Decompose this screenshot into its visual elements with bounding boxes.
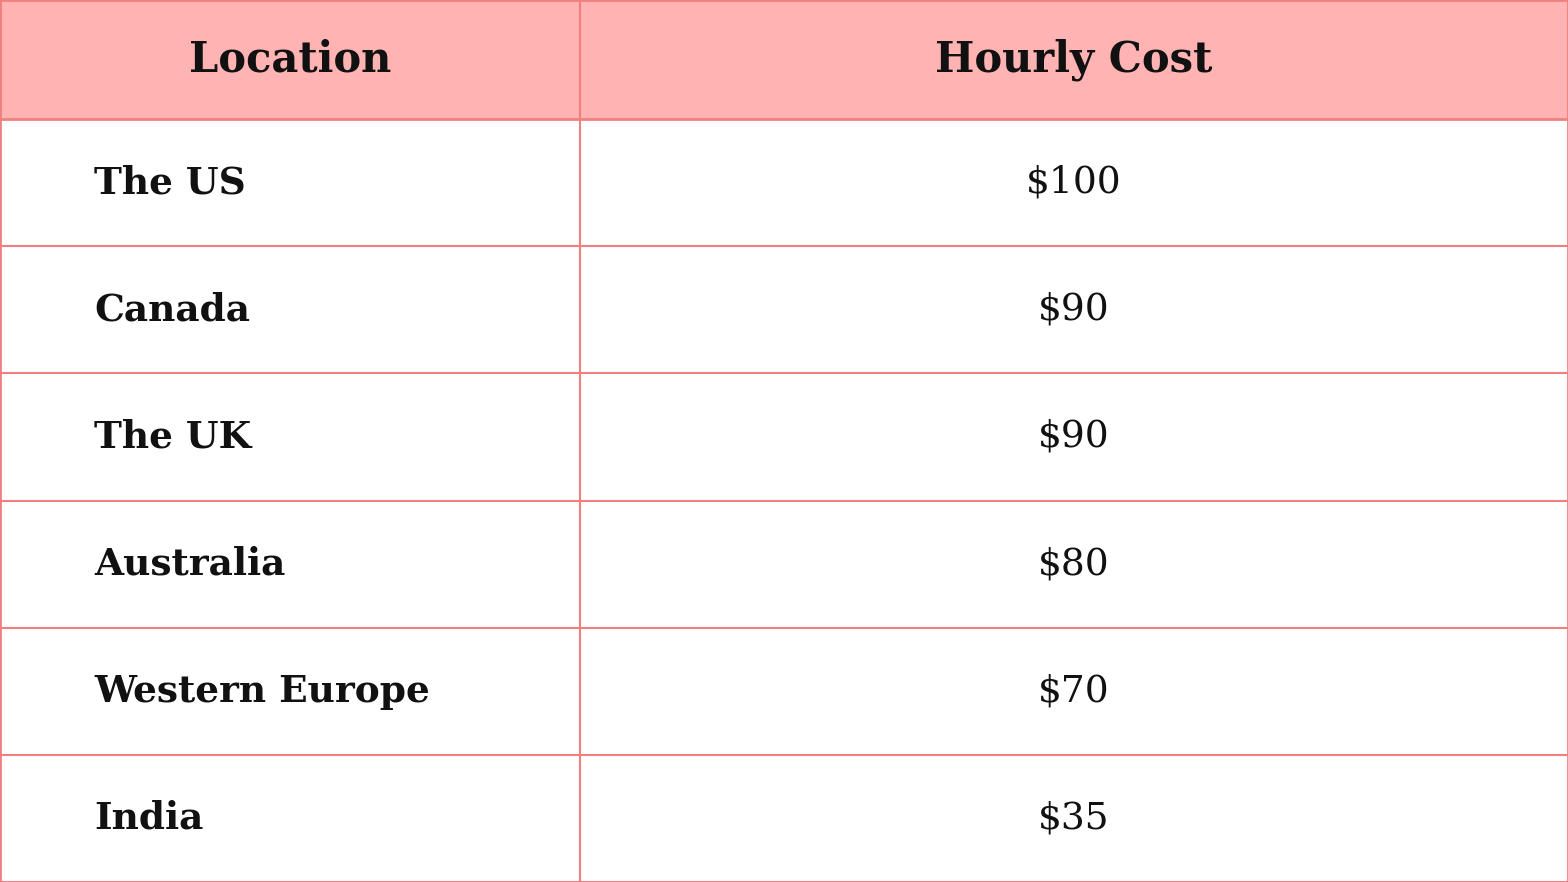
FancyBboxPatch shape (0, 246, 580, 373)
FancyBboxPatch shape (580, 119, 1568, 246)
Text: $80: $80 (1038, 546, 1110, 582)
FancyBboxPatch shape (0, 755, 580, 882)
FancyBboxPatch shape (580, 373, 1568, 501)
Text: The UK: The UK (94, 418, 251, 455)
Text: Western Europe: Western Europe (94, 673, 430, 710)
Text: Australia: Australia (94, 546, 285, 583)
FancyBboxPatch shape (0, 501, 580, 628)
FancyBboxPatch shape (580, 501, 1568, 628)
Text: $70: $70 (1038, 673, 1110, 709)
Text: $90: $90 (1038, 419, 1110, 455)
Text: $35: $35 (1038, 801, 1110, 836)
Text: Location: Location (188, 39, 392, 80)
FancyBboxPatch shape (0, 0, 580, 119)
Text: The US: The US (94, 164, 246, 201)
Text: $90: $90 (1038, 292, 1110, 328)
FancyBboxPatch shape (580, 0, 1568, 119)
FancyBboxPatch shape (580, 246, 1568, 373)
Text: $100: $100 (1027, 165, 1121, 200)
FancyBboxPatch shape (0, 119, 580, 246)
FancyBboxPatch shape (0, 628, 580, 755)
FancyBboxPatch shape (580, 755, 1568, 882)
FancyBboxPatch shape (0, 373, 580, 501)
FancyBboxPatch shape (580, 628, 1568, 755)
Text: India: India (94, 800, 204, 837)
Text: Hourly Cost: Hourly Cost (936, 38, 1212, 81)
Text: Canada: Canada (94, 291, 249, 328)
